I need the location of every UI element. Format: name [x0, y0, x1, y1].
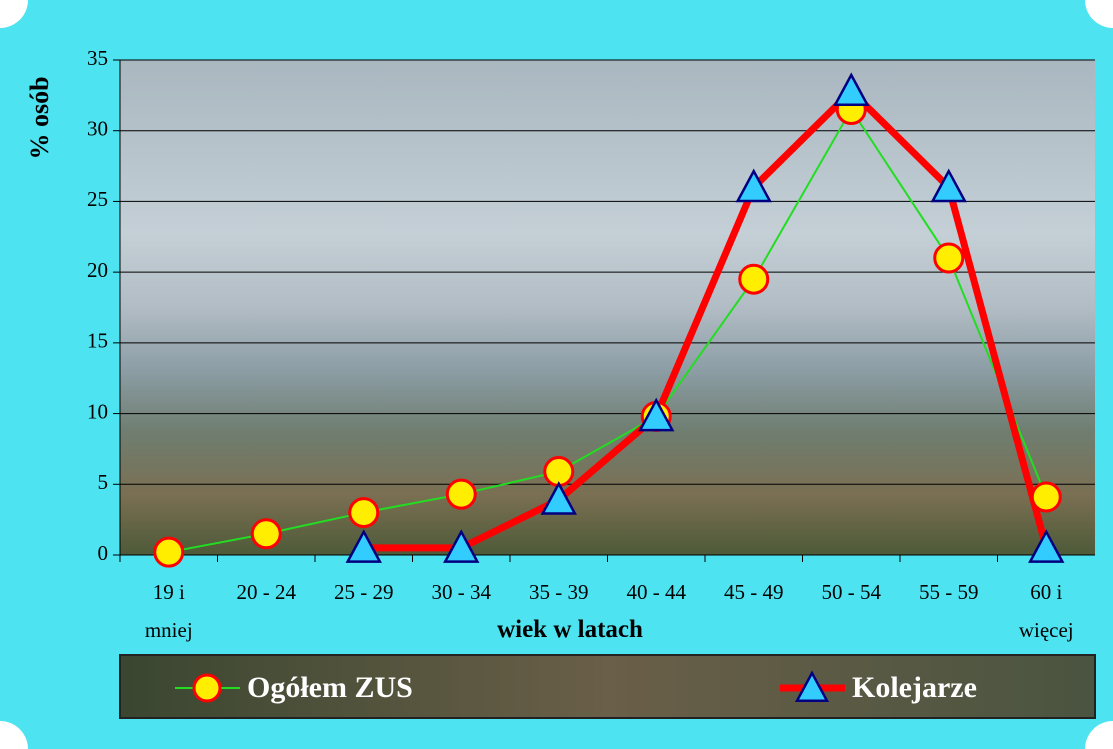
x-tick-label: 60 i więcej — [1018, 580, 1074, 642]
y-tick-label: 35 — [87, 46, 108, 70]
legend-box — [119, 654, 1096, 719]
marker — [348, 497, 380, 529]
marker — [794, 670, 830, 702]
marker — [153, 536, 185, 568]
y-tick-label: 20 — [87, 258, 108, 282]
x-tick-label: 45 - 49 — [724, 580, 784, 604]
y-tick-label: 5 — [98, 470, 109, 494]
marker — [1028, 529, 1065, 563]
y-axis-title: % osób — [25, 76, 54, 159]
marker — [638, 397, 675, 432]
x-tick-label: 20 - 24 — [236, 580, 297, 604]
marker — [930, 168, 967, 203]
marker — [1030, 481, 1062, 513]
marker — [833, 72, 870, 107]
marker — [345, 529, 382, 563]
legend-label: Kolejarze — [852, 671, 977, 704]
marker — [443, 529, 480, 563]
marker — [933, 242, 965, 274]
y-tick-label: 30 — [87, 117, 108, 141]
y-tick-label: 15 — [87, 329, 108, 353]
marker — [540, 481, 577, 515]
marker — [738, 263, 770, 295]
series-line — [363, 86, 1050, 552]
x-tick-label: 55 - 59 — [919, 580, 979, 604]
x-axis-title: wiek w latach — [497, 616, 643, 643]
marker — [250, 518, 282, 550]
x-tick-label: 19 i mniej — [144, 580, 193, 642]
x-tick-label: 30 - 34 — [431, 580, 492, 604]
marker — [735, 168, 772, 203]
legend-label: Ogółem ZUS — [247, 671, 413, 704]
plot-area — [120, 60, 1095, 555]
y-tick-label: 10 — [87, 399, 108, 423]
series-line — [168, 107, 1048, 554]
x-tick-label: 40 - 44 — [626, 580, 687, 604]
x-tick-label: 50 - 54 — [821, 580, 882, 604]
y-tick-label: 25 — [87, 187, 108, 211]
x-tick-label: 25 - 29 — [334, 580, 394, 604]
x-tick-label: 35 - 39 — [529, 580, 589, 604]
y-tick-label: 0 — [98, 541, 109, 565]
marker — [445, 478, 477, 510]
marker — [192, 673, 222, 703]
